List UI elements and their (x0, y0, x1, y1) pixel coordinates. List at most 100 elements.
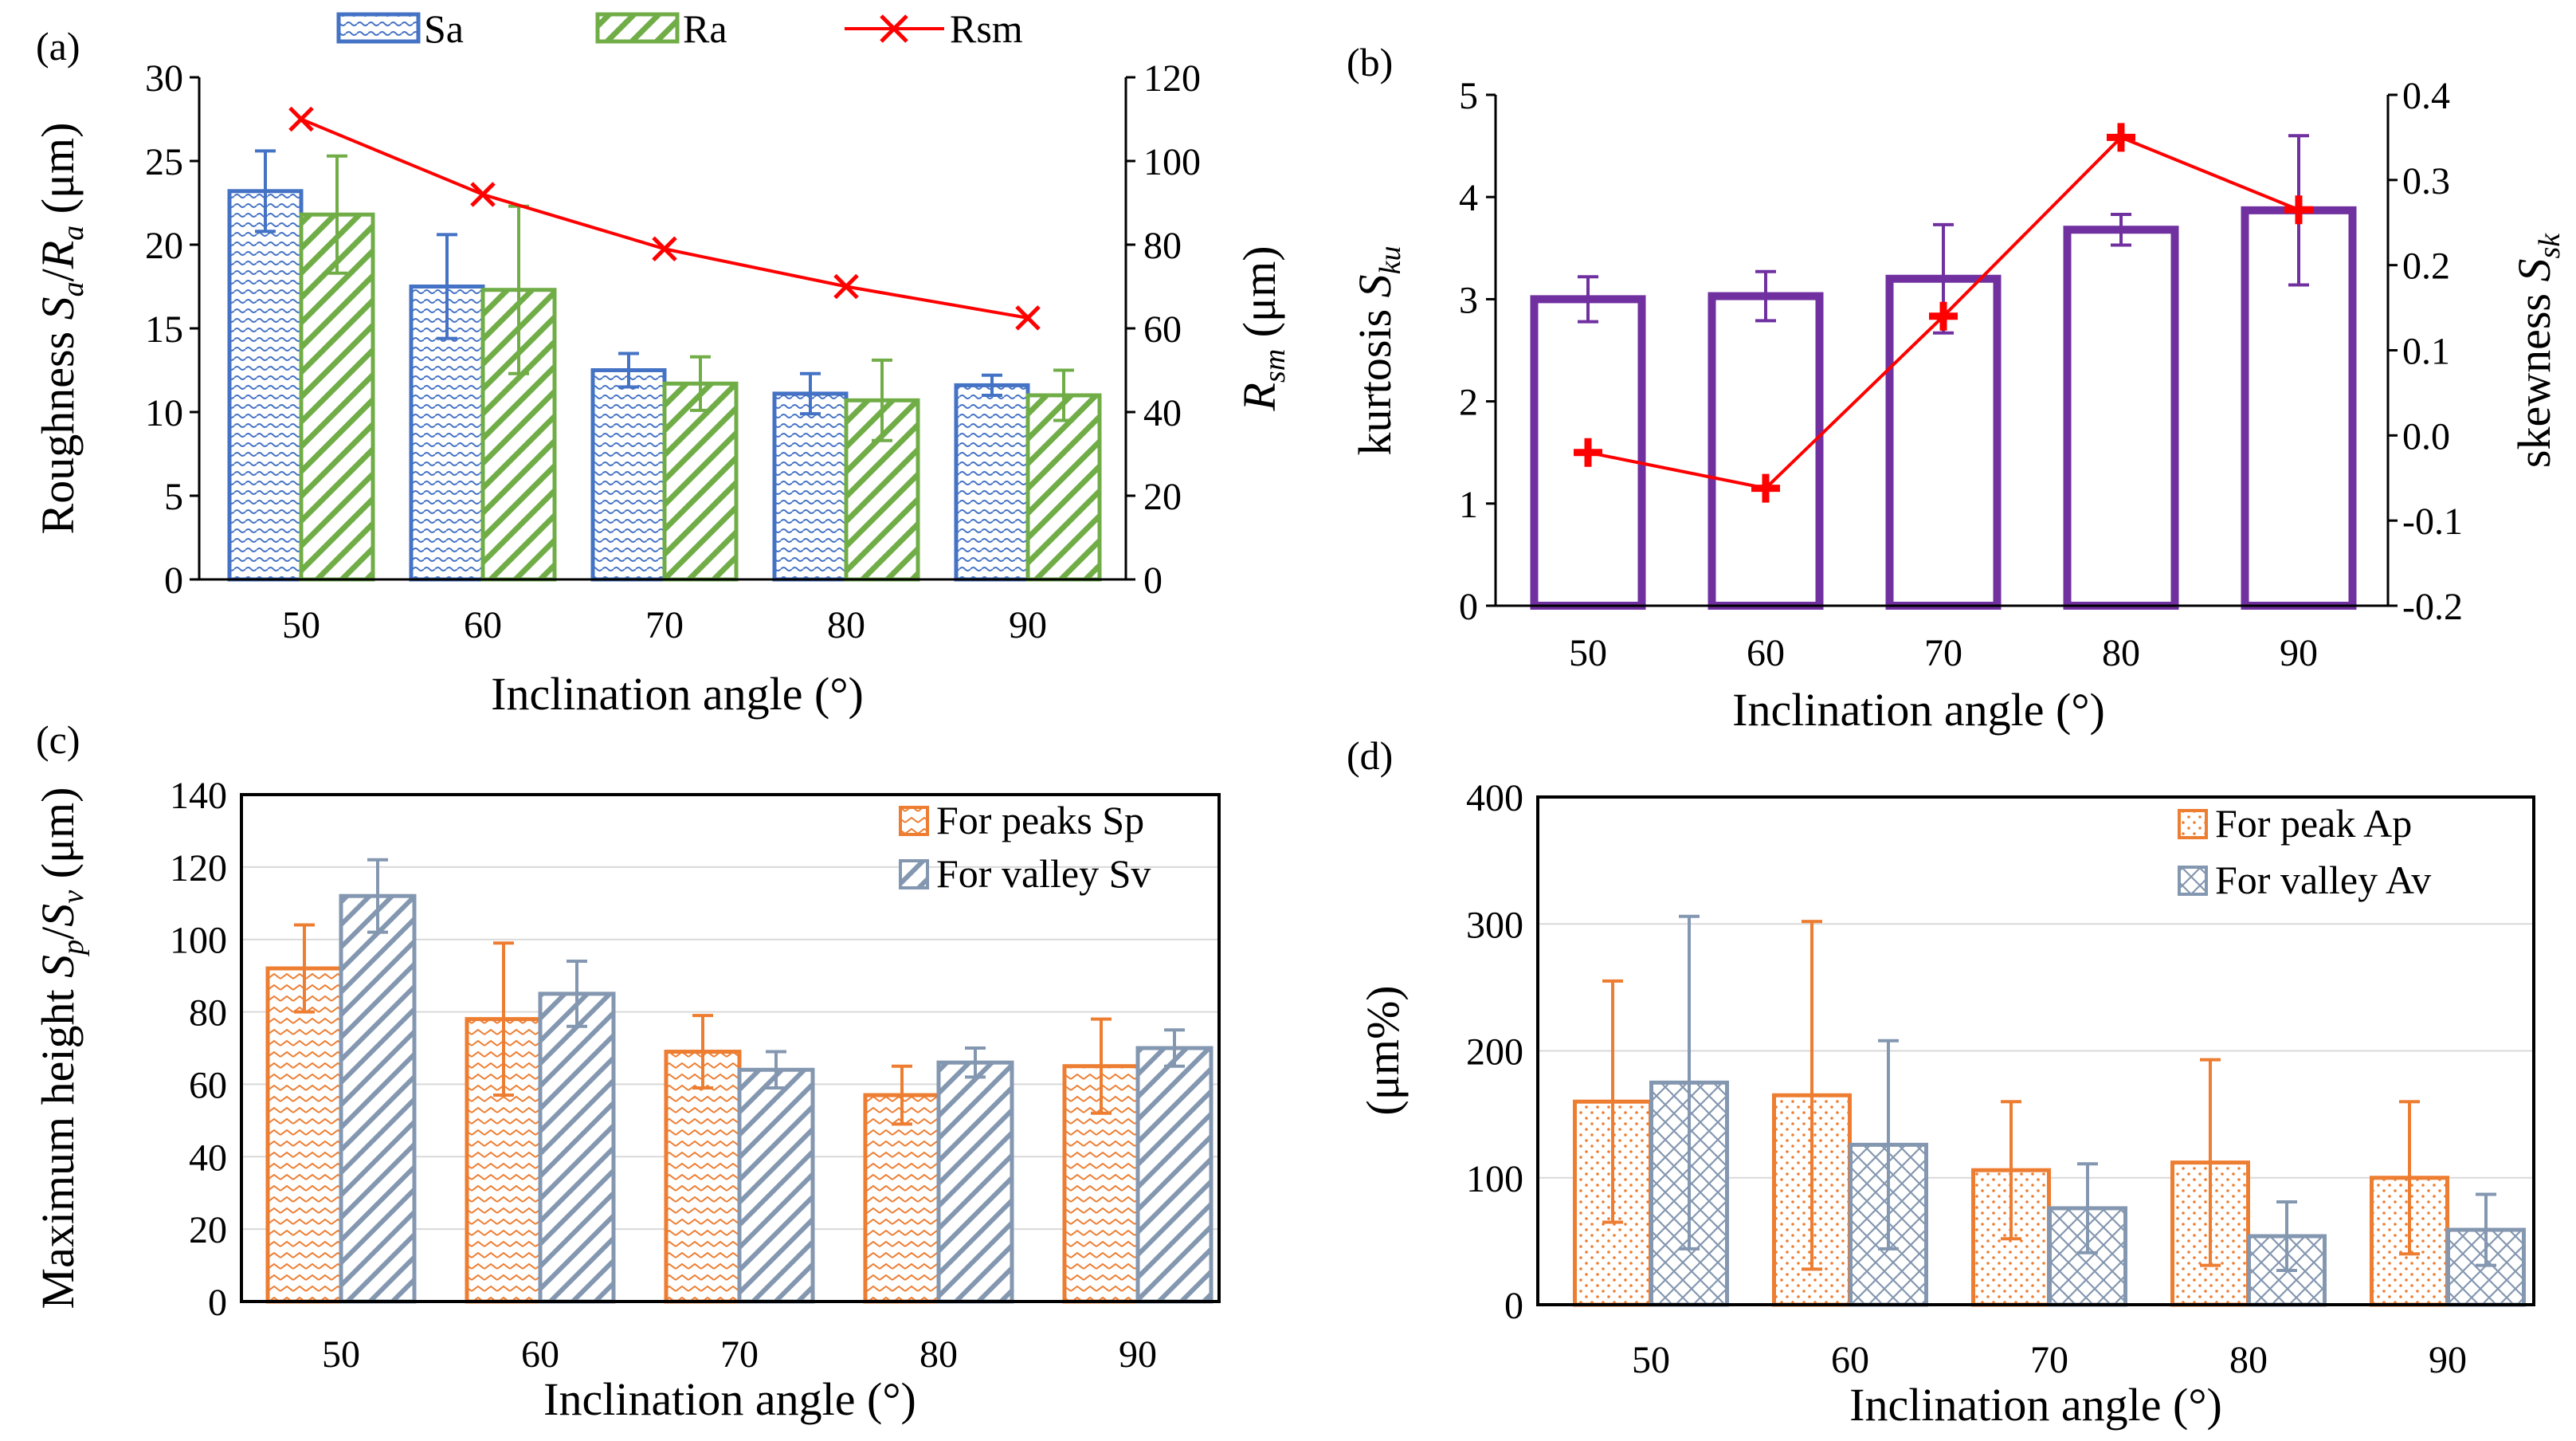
y-tick-label: 0 (208, 1282, 227, 1324)
legend-ap-label: For peak Ap (2215, 801, 2412, 846)
panel-a-y-label: Roughness Sa/Ra (μm) (32, 123, 90, 535)
y-tick-label: 100 (1466, 1158, 1523, 1200)
y-tick-label: 140 (170, 775, 227, 817)
data-marker (288, 106, 314, 132)
bar (590, 368, 667, 582)
bar (664, 1050, 742, 1304)
y-tick-label: 200 (1466, 1031, 1523, 1074)
bar (737, 1067, 815, 1304)
x-tick-label: 50 (282, 604, 320, 646)
bar (538, 991, 616, 1304)
bar (863, 1093, 941, 1304)
data-marker (2107, 123, 2135, 152)
y-tick-label: 20 (189, 1209, 227, 1251)
panel-a-y2-ticks: 0 20 40 60 80 100 120 (1126, 57, 1201, 602)
y-tick-label: 0 (1459, 586, 1478, 628)
panel-c-y-ticks: 0 20 40 60 80 100 120 140 (170, 775, 227, 1324)
y-tick-label: 30 (145, 57, 183, 100)
y-tick-label: 10 (145, 392, 183, 434)
y-tick-label: 15 (145, 308, 183, 351)
y-tick-label: 300 (1466, 904, 1523, 946)
y2-tick-label: 0.4 (2402, 75, 2450, 117)
bar (772, 391, 849, 582)
panel-b-x-ticks: 50 60 70 80 90 (1569, 632, 2318, 674)
x-tick-label: 70 (645, 604, 684, 646)
y-tick-label: 1 (1459, 484, 1478, 526)
y-tick-label: 25 (145, 141, 183, 183)
panel-b-skewness-line (1574, 123, 2313, 503)
y2-tick-label: 0.1 (2402, 331, 2450, 373)
y2-tick-label: 0.2 (2402, 245, 2450, 288)
bar (936, 1060, 1014, 1304)
y-tick-label: 2 (1459, 382, 1478, 424)
panel-a-y-ticks: 0 5 10 15 20 25 30 (145, 57, 199, 602)
legend-sv-label: For valley Sv (936, 851, 1151, 896)
x-tick-label: 80 (919, 1333, 958, 1376)
legend-av-label: For valley Av (2215, 858, 2431, 902)
panel-c-bars (265, 893, 1214, 1304)
y2-tick-label: 100 (1143, 141, 1201, 183)
bar (1025, 393, 1102, 582)
legend-rsm-marker (880, 14, 908, 43)
x-tick-label: 60 (1831, 1339, 1869, 1381)
panel-a-x-ticks: 50 60 70 80 90 (282, 604, 1047, 646)
y-tick-label: 4 (1459, 177, 1478, 219)
y-tick-label: 100 (170, 920, 227, 962)
data-marker (652, 236, 677, 262)
x-tick-label: 80 (2102, 632, 2140, 674)
x-tick-label: 90 (2429, 1339, 2467, 1381)
panel-a-x-label: Inclination angle (°) (491, 668, 864, 720)
bar (339, 893, 417, 1304)
legend-ap-swatch (2178, 809, 2208, 839)
panel-c-legend: For peaks Sp For valley Sv (899, 798, 1151, 896)
panel-d-frame (1536, 795, 2535, 1306)
panel-d-legend: For peak Ap For valley Av (2178, 801, 2431, 902)
y-tick-label: 5 (164, 476, 183, 518)
legend-rsm-label: Rsm (950, 6, 1023, 51)
y2-tick-label: 0 (1143, 560, 1163, 602)
panel-d-label: (d) (1347, 733, 1393, 778)
panel-c-x-label: Inclination angle (°) (543, 1373, 916, 1425)
panel-c-label: (c) (36, 717, 80, 762)
bar (662, 381, 739, 582)
x-tick-label: 90 (2280, 632, 2318, 674)
y2-tick-label: -0.2 (2402, 586, 2463, 628)
legend-sa-label: Sa (424, 6, 464, 51)
panel-d-y-label: (μm%) (1357, 985, 1409, 1115)
panel-a-label: (a) (36, 24, 80, 69)
data-marker (833, 273, 859, 300)
data-marker (1929, 301, 1958, 331)
x-tick-label: 60 (1747, 632, 1785, 674)
panel-c-x-ticks: 50 60 70 80 90 (322, 1333, 1157, 1376)
y-tick-label: 80 (189, 992, 227, 1035)
x-tick-label: 50 (322, 1333, 360, 1376)
y-tick-label: 0 (1504, 1285, 1523, 1327)
x-tick-label: 70 (1924, 632, 1962, 674)
panel-c-y-label: Maximum height Sp/Sv (μm) (32, 787, 90, 1309)
y2-tick-label: 80 (1143, 225, 1182, 267)
data-marker (1751, 473, 1780, 503)
x-tick-label: 70 (2030, 1339, 2068, 1381)
y2-tick-label: 0.0 (2402, 415, 2450, 457)
panel-d-x-label: Inclination angle (°) (1849, 1379, 2222, 1431)
panel-b-y2-label: skewness Ssk (2508, 233, 2566, 468)
panel-d-bars (1573, 1080, 2526, 1307)
x-tick-label: 50 (1632, 1339, 1670, 1381)
y-tick-label: 60 (189, 1064, 227, 1106)
legend-sv-swatch (899, 859, 929, 889)
y-tick-label: 5 (1459, 75, 1478, 117)
y2-tick-label: 0.3 (2402, 160, 2450, 202)
panel-a-y2-label: Rsm (μm) (1233, 245, 1292, 411)
data-marker (2284, 195, 2313, 225)
legend-av-swatch (2178, 866, 2208, 896)
bar (954, 383, 1030, 582)
panel-d-y-ticks: 0 100 200 300 400 (1466, 777, 1523, 1327)
y2-tick-label: -0.1 (2402, 501, 2463, 543)
x-tick-label: 90 (1119, 1333, 1157, 1376)
y-tick-label: 400 (1466, 777, 1523, 819)
panel-a: (a) Sa Ra Rsm 0 5 10 15 20 25 30 0 20 40 60 80 100 1… (32, 6, 1292, 720)
data-marker (1015, 305, 1041, 331)
legend-sp-swatch (899, 806, 929, 836)
x-tick-label: 50 (1569, 632, 1607, 674)
panel-a-error-bars (255, 149, 1074, 442)
